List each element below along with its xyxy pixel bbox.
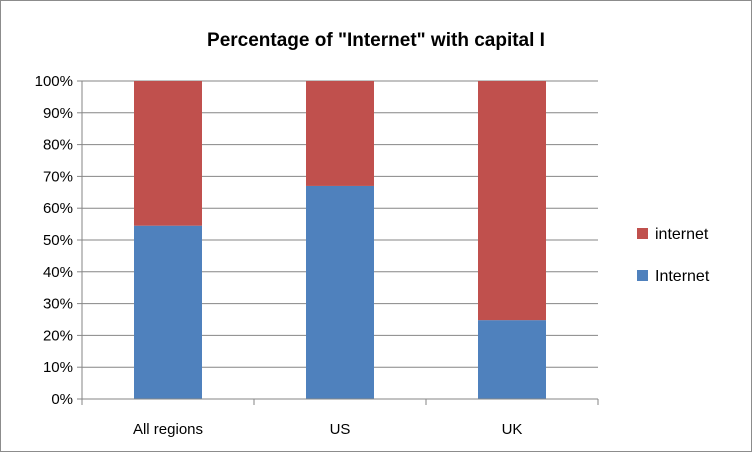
y-tick-labels: 0% 10% 20% 30% 40% 50% 60% 70% 80% 90% 100% [35, 73, 73, 408]
legend-swatch-internet [637, 228, 648, 239]
x-tick-labels: All regions US UK [133, 421, 522, 438]
y-tick-label: 50% [43, 232, 73, 249]
bar-internet-us [306, 185, 374, 399]
y-tick-label: 0% [51, 391, 73, 408]
y-tick-label: 100% [35, 73, 73, 90]
y-tick-label: 20% [43, 327, 73, 344]
legend-label: internet [655, 226, 709, 243]
x-tick-label: UK [502, 421, 523, 438]
axes [77, 80, 599, 405]
chart-title: Percentage of "Internet" with capital I [207, 30, 545, 51]
bars [134, 81, 546, 399]
y-tick-label: 90% [43, 105, 73, 122]
legend: internet Internet [637, 226, 710, 285]
bar-internet-uk [478, 320, 546, 399]
y-tick-label: 60% [43, 200, 73, 217]
y-tick-label: 80% [43, 137, 73, 154]
y-tick-label: 70% [43, 168, 73, 185]
legend-label: Internet [655, 268, 710, 285]
x-tick-label: US [330, 421, 351, 438]
bar-internet-all-regions [134, 81, 202, 226]
bar-internet-uk [478, 81, 546, 321]
x-tick-label: All regions [133, 421, 203, 438]
bar-internet-us [306, 81, 374, 186]
y-tick-label: 10% [43, 359, 73, 376]
legend-swatch-internet [637, 270, 648, 281]
y-tick-label: 30% [43, 296, 73, 313]
bar-internet-all-regions [134, 225, 202, 399]
y-tick-label: 40% [43, 264, 73, 281]
